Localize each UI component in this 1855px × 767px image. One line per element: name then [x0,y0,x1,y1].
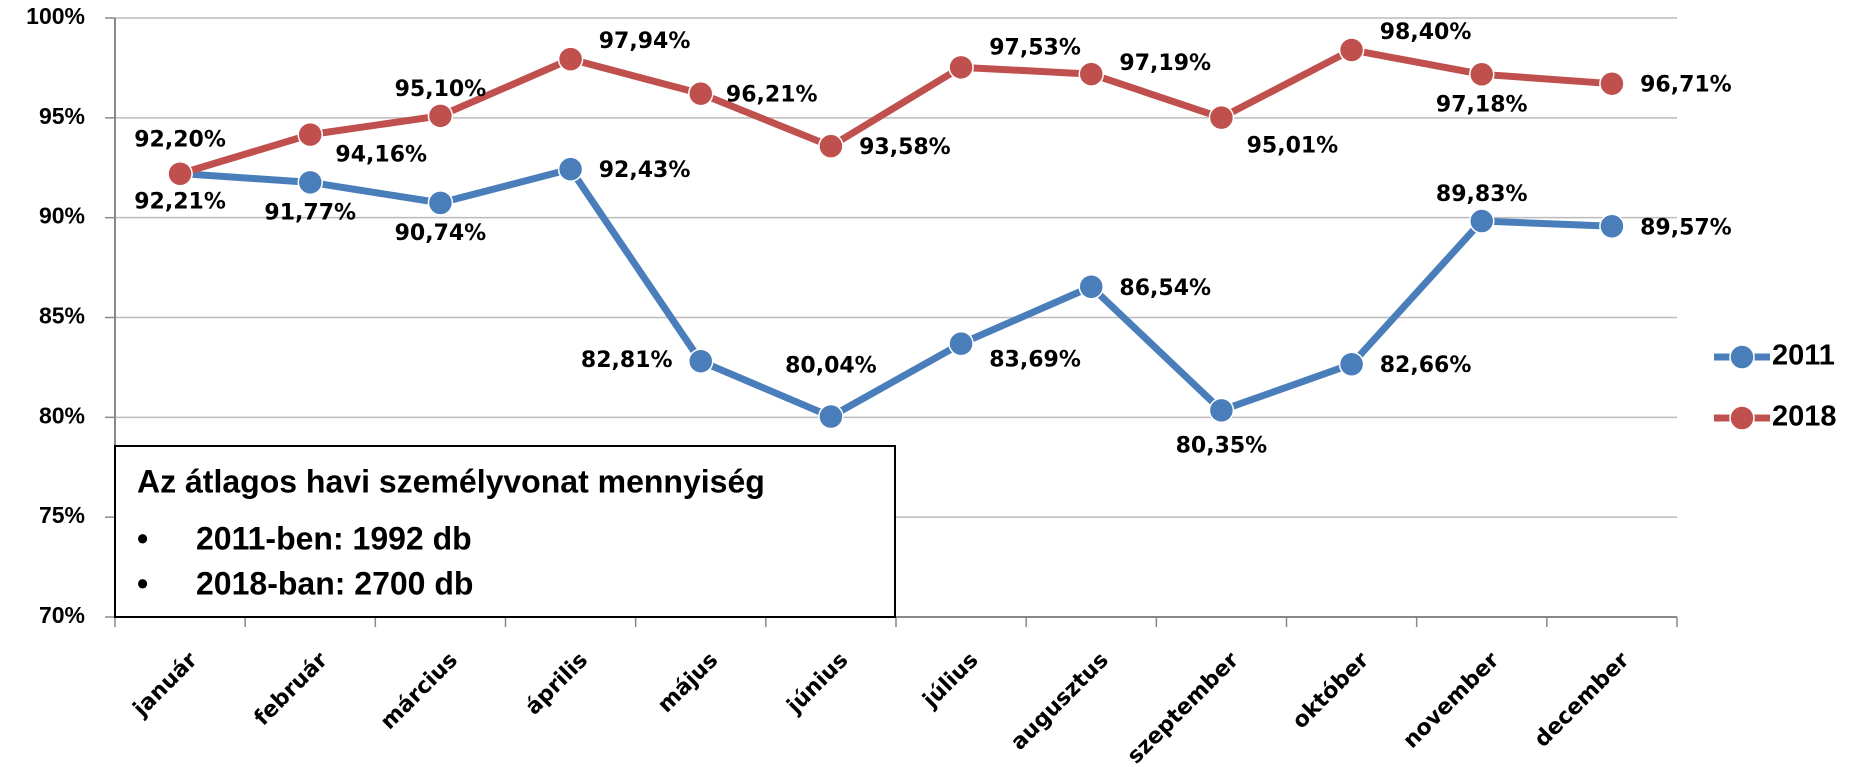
point [427,103,454,129]
point [1338,351,1365,377]
x-tick-label: szeptember [1123,648,1244,767]
point [688,348,714,374]
x-tick-label: február [250,648,333,731]
point [297,169,323,196]
data-label: 95,10% [395,77,487,102]
y-tick-label: 70% [39,602,85,628]
point [688,80,714,107]
x-tick-label: január [128,648,203,723]
y-tick-label: 80% [39,402,85,428]
data-label: 98,40% [1380,20,1472,45]
point [818,133,844,159]
data-label: 82,81% [581,348,673,373]
data-label: 96,71% [1640,73,1732,98]
point [557,156,584,182]
legend-label: 2018 [1772,401,1837,433]
data-label: 93,58% [859,135,951,160]
y-tick-label: 100% [26,3,85,29]
point [427,190,454,216]
x-tick-label: június [782,648,854,720]
bullet: • [137,565,148,601]
point [557,46,584,72]
data-label: 97,94% [599,29,691,54]
x-tick-label: március [376,648,463,735]
x-tick-label: december [1530,648,1635,753]
data-label: 86,54% [1119,276,1211,301]
data-label: 90,74% [395,221,487,246]
point [167,160,193,187]
data-label: 89,57% [1640,215,1732,240]
data-label: 94,16% [335,143,427,168]
point [818,403,844,430]
x-tick-label: augusztus [1006,648,1114,756]
annotation-frame [114,445,896,618]
bullet: • [137,520,148,556]
data-label: 92,21% [134,190,226,215]
data-label: 97,19% [1119,51,1211,76]
point [1469,208,1495,234]
point [1599,70,1625,97]
plot [167,37,1625,430]
point [1469,61,1495,88]
point [1338,37,1365,63]
point [1208,104,1235,131]
legend-label: 2011 [1772,340,1835,372]
annotation-title: Az átlagos havi személyvonat mennyiség [137,463,765,499]
data-label: 91,77% [264,200,356,225]
x-tick-label: november [1399,648,1505,754]
y-tick-label: 95% [39,103,85,129]
legend-marker [1729,405,1755,431]
point [1078,61,1104,87]
data-label: 96,21% [726,83,818,108]
x-tick-label: április [521,648,593,720]
annotation-box: Az átlagos havi személyvonat mennyiség •… [114,445,896,618]
x-tick-label: május [653,648,723,718]
data-label: 97,53% [989,35,1081,60]
annotation-item: 2011-ben: 1992 db [196,520,472,556]
annotation-item: 2018-ban: 2700 db [196,565,473,601]
data-label: 80,35% [1176,433,1268,458]
x-tick-label: október [1288,648,1374,734]
legend-marker [1729,344,1755,370]
data-label: 80,04% [785,354,877,379]
data-label: 92,43% [599,158,691,183]
point [948,54,974,81]
y-tick-label: 75% [39,502,85,528]
data-label: 97,18% [1436,92,1528,117]
data-label: 83,69% [989,348,1081,373]
series-line [179,46,1613,178]
y-tick-label: 85% [39,303,85,329]
x-tick-label: július [918,648,984,714]
point [1599,213,1625,240]
point [948,330,974,357]
data-label: 89,83% [1436,182,1528,207]
data-label: 82,66% [1380,353,1472,378]
point [297,121,323,148]
data-label: 92,20% [134,128,226,153]
point [1078,274,1104,300]
y-tick-label: 90% [39,203,85,229]
data-label: 95,01% [1247,134,1339,159]
point [1208,397,1235,424]
series-line [179,165,1613,421]
